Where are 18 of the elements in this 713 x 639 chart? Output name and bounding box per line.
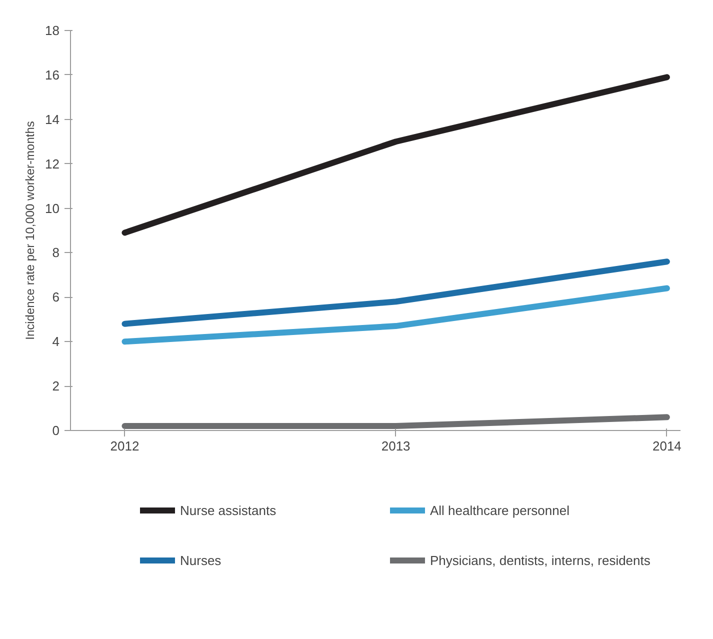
legend-label: All healthcare personnel [430, 502, 570, 518]
y-tick-label: 12 [45, 156, 60, 172]
y-tick-label: 18 [45, 23, 60, 38]
y-tick-label: 14 [45, 112, 60, 127]
x-tick-label: 2013 [381, 438, 410, 454]
y-tick-label: 10 [45, 200, 60, 216]
y-tick-label: 8 [52, 245, 60, 260]
y-tick-label: 2 [52, 378, 60, 394]
legend-label: Physicians, dentists, interns, residents [430, 552, 650, 568]
legend-label: Nurse assistants [180, 502, 278, 518]
x-tick-label: 2012 [110, 438, 140, 454]
y-tick-label: 0 [52, 423, 60, 438]
legend-label: Nurses [180, 552, 222, 568]
y-tick-label: 16 [45, 67, 60, 82]
y-axis-title: Incidence rate per 10,000 worker-months [23, 121, 38, 340]
y-tick-label: 4 [52, 334, 60, 350]
x-tick-label: 2014 [652, 438, 682, 454]
y-tick-label: 6 [52, 290, 60, 305]
